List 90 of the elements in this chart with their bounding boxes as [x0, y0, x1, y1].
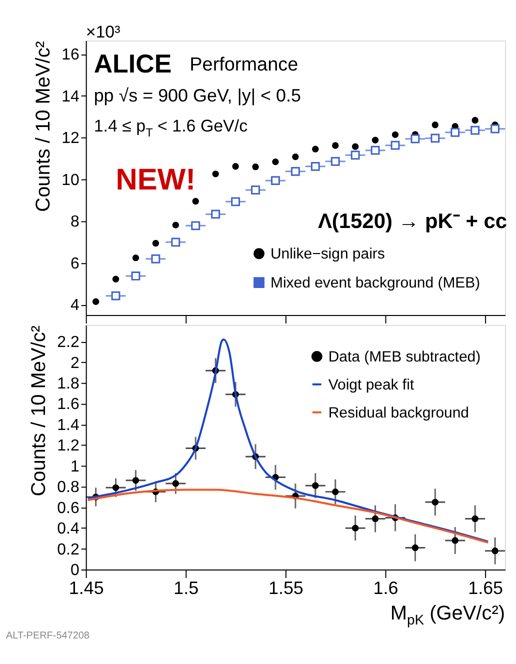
point: [492, 548, 498, 554]
y-tick-label: 2.2: [57, 334, 80, 352]
point: [372, 515, 379, 522]
y-tick-label: 1.4: [57, 416, 80, 434]
legend-label: Mixed event background (MEB): [270, 274, 480, 292]
y-tick-label: 1.8: [57, 376, 80, 393]
point: [231, 197, 240, 206]
point: [172, 222, 180, 228]
point: [191, 221, 200, 230]
y-tick-label: 0.6: [57, 500, 80, 517]
line-series: [86, 338, 490, 543]
point: [292, 153, 299, 160]
point: [171, 238, 180, 247]
point: [432, 122, 439, 128]
y-tick-label: 1.2: [57, 438, 80, 455]
y-tick-label: 8: [70, 214, 80, 231]
point: [470, 126, 480, 135]
y-tick-label: 16: [62, 46, 80, 64]
point: [92, 298, 100, 305]
point: [112, 484, 120, 492]
y-axis-title: Counts / 10 MeV/c²: [32, 40, 55, 212]
point: [172, 480, 180, 487]
y-tick-label: 0.4: [57, 520, 80, 538]
point: [352, 143, 359, 150]
point: [212, 170, 219, 178]
point: [392, 131, 399, 138]
point: [252, 163, 259, 170]
point: [152, 240, 160, 247]
x-tick-label: 1.65: [468, 578, 504, 598]
point: [312, 146, 319, 152]
point: [111, 291, 120, 300]
point: [430, 134, 440, 143]
point: [432, 498, 439, 506]
point: [192, 198, 199, 205]
y-tick-label: 14: [62, 88, 80, 106]
text: ALT-PERF-547208: [6, 630, 90, 642]
y-tick-label: 10: [62, 172, 80, 189]
point: [410, 134, 420, 144]
y-tick-label: 12: [62, 130, 80, 148]
annotation: pp √s = 900 GeV, |y| < 0.5: [94, 85, 301, 106]
point: [350, 150, 360, 160]
y-axis-title: Counts / 10 MeV/c²: [28, 325, 50, 496]
point: [251, 186, 260, 194]
point: [232, 163, 239, 170]
point: [271, 176, 280, 186]
x-tick-label: 1.55: [268, 578, 304, 598]
point: [132, 254, 140, 262]
y-tick-label: 1.6: [57, 396, 80, 414]
y-tick-label: 4: [70, 297, 80, 314]
y-tick-label: 0: [70, 562, 80, 580]
line-series: [86, 488, 490, 544]
point: [290, 166, 300, 176]
y-tick-label: 0.8: [57, 479, 80, 496]
point: [312, 482, 319, 489]
point: [132, 477, 140, 484]
annotation: ALICE: [94, 50, 172, 78]
y-tick-label: 6: [70, 255, 80, 272]
point: [370, 146, 380, 155]
annotation: ×10³: [86, 22, 121, 42]
legend-label: Unlike−sign pairs: [270, 246, 385, 263]
legend-label: Data (MEB subtracted): [328, 348, 481, 366]
annotation: Λ(1520) → pK⁻ + cc: [318, 210, 508, 234]
annotation: NEW!: [116, 163, 196, 196]
legend-label: Residual background: [328, 404, 470, 422]
point: [490, 124, 500, 134]
point: [412, 544, 419, 552]
point: [390, 140, 400, 150]
point: [131, 272, 140, 280]
y-tick-label: 0.2: [57, 541, 80, 558]
point: [310, 162, 320, 171]
point: [372, 136, 379, 144]
point: [472, 515, 478, 522]
point: [211, 210, 220, 219]
point: [452, 537, 458, 544]
y-tick-label: 2: [70, 354, 80, 372]
point: [352, 524, 359, 532]
point: [330, 156, 340, 166]
point: [472, 116, 478, 124]
point: [151, 254, 160, 264]
point: [450, 128, 460, 137]
annotation: Performance: [190, 54, 298, 76]
x-tick-label: 1.5: [174, 578, 199, 598]
point: [332, 142, 339, 149]
x-tick-label: 1.6: [373, 578, 398, 598]
y-tick-label: 1: [70, 458, 80, 476]
point: [272, 158, 279, 166]
point: [332, 488, 339, 496]
point: [112, 276, 120, 282]
legend-label: Voigt peak fit: [328, 376, 415, 394]
x-tick-label: 1.45: [68, 578, 104, 598]
